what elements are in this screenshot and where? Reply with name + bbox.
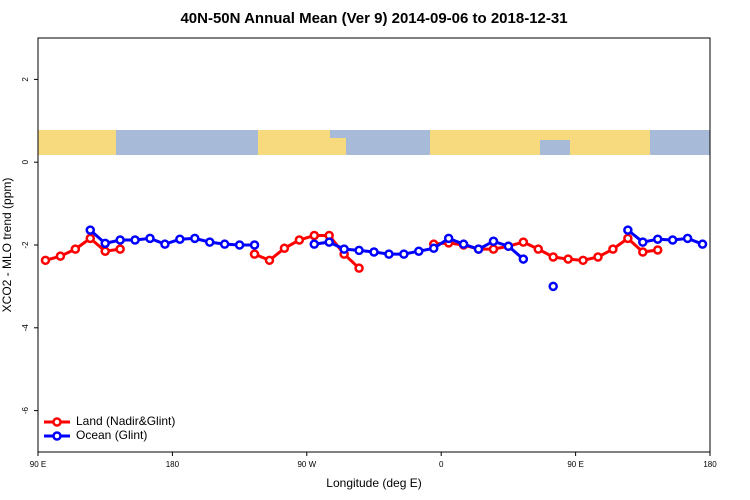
data-point [55, 251, 66, 261]
ocean-area [330, 130, 348, 138]
data-point [548, 252, 558, 262]
data-point [249, 240, 260, 250]
x-tick-label: 180 [703, 460, 717, 469]
data-point [667, 235, 678, 245]
y-tick-label: 2 [21, 77, 30, 82]
data-point [369, 247, 379, 257]
data-point [384, 249, 394, 259]
data-point [354, 263, 364, 273]
data-point [533, 244, 544, 254]
data-point [652, 234, 663, 244]
data-point [578, 255, 588, 266]
data-point [309, 230, 320, 241]
data-point [354, 245, 364, 256]
x-tick-label: 0 [439, 460, 444, 469]
data-point [40, 255, 51, 266]
data-point [638, 247, 648, 257]
data-point [100, 238, 110, 249]
legend: Land (Nadir&Glint)Ocean (Glint) [44, 414, 175, 442]
data-point [638, 237, 648, 247]
data-point [652, 245, 663, 255]
legend-marker [52, 417, 62, 427]
data-point [697, 239, 708, 249]
data-point [145, 233, 155, 244]
data-point [414, 246, 424, 256]
ocean-area [540, 140, 570, 155]
data-point [160, 239, 170, 249]
y-tick-label: 0 [21, 159, 30, 164]
data-point [443, 233, 454, 244]
y-tick-label: -4 [21, 324, 30, 332]
data-point [623, 225, 633, 235]
map-strip [38, 130, 710, 155]
y-axis-label: XCO2 - MLO trend (ppm) [0, 178, 14, 313]
data-point [204, 237, 215, 247]
data-point [279, 243, 290, 254]
data-point [458, 239, 469, 249]
x-tick-label: 90 E [567, 460, 583, 469]
data-point [190, 233, 200, 244]
x-axis-label: Longitude (deg E) [326, 476, 421, 490]
chart-title: 40N-50N Annual Mean (Ver 9) 2014-09-06 t… [180, 10, 567, 27]
data-point [623, 233, 633, 244]
legend-label: Land (Nadir&Glint) [76, 414, 175, 428]
data-point [518, 237, 529, 247]
y-tick-label: -2 [21, 241, 30, 249]
data-point [115, 235, 125, 245]
data-point [518, 254, 529, 264]
plot-frame [37, 37, 711, 453]
data-point [488, 244, 499, 254]
data-point [503, 241, 514, 251]
legend-marker [52, 431, 62, 441]
data-point [264, 255, 275, 266]
data-point [85, 233, 96, 244]
y-tick-label: -6 [21, 406, 30, 414]
data-point [548, 281, 558, 292]
data-point [234, 240, 245, 250]
data-point [473, 244, 484, 254]
data-point [682, 233, 693, 244]
data-point [175, 234, 185, 244]
data-point [593, 252, 603, 262]
x-tick-label: 180 [166, 460, 180, 469]
data-point [219, 239, 230, 249]
data-point [488, 236, 499, 247]
data-point [130, 235, 140, 245]
data-point [428, 243, 439, 254]
data-point [70, 244, 81, 254]
data-point [85, 225, 96, 235]
data-point [608, 244, 618, 254]
data-point [399, 249, 409, 259]
data-point [563, 254, 573, 264]
data-point [249, 249, 260, 259]
data-point [294, 235, 305, 245]
legend-label: Ocean (Glint) [76, 428, 147, 442]
land-area [38, 130, 116, 155]
data-point [309, 239, 320, 249]
data-point [339, 244, 349, 254]
data-point [100, 246, 110, 256]
data-point [324, 237, 334, 247]
x-tick-label: 90 E [30, 460, 46, 469]
series-line [89, 228, 704, 261]
x-tick-label: 90 W [297, 460, 316, 469]
data-point [115, 244, 125, 254]
